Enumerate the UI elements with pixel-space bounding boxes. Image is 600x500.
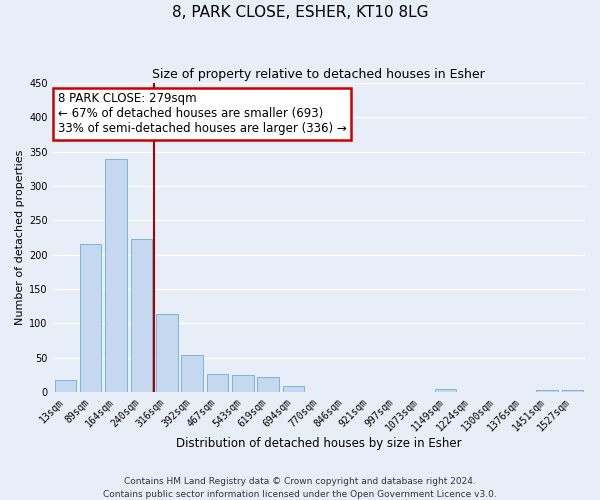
Bar [257,378,279,392]
Bar [435,389,457,392]
Bar [156,314,178,392]
Text: Contains HM Land Registry data © Crown copyright and database right 2024.
Contai: Contains HM Land Registry data © Crown c… [103,478,497,499]
Bar [105,158,127,392]
Bar [562,390,583,392]
Bar [181,356,203,392]
Title: Size of property relative to detached houses in Esher: Size of property relative to detached ho… [152,68,485,80]
Text: 8, PARK CLOSE, ESHER, KT10 8LG: 8, PARK CLOSE, ESHER, KT10 8LG [172,5,428,20]
Bar [206,374,228,392]
Bar [80,244,101,392]
Bar [131,240,152,392]
X-axis label: Distribution of detached houses by size in Esher: Distribution of detached houses by size … [176,437,461,450]
Bar [283,386,304,392]
Bar [55,380,76,392]
Bar [232,374,254,392]
Y-axis label: Number of detached properties: Number of detached properties [15,150,25,325]
Text: 8 PARK CLOSE: 279sqm
← 67% of detached houses are smaller (693)
33% of semi-deta: 8 PARK CLOSE: 279sqm ← 67% of detached h… [58,92,347,136]
Bar [536,390,558,392]
